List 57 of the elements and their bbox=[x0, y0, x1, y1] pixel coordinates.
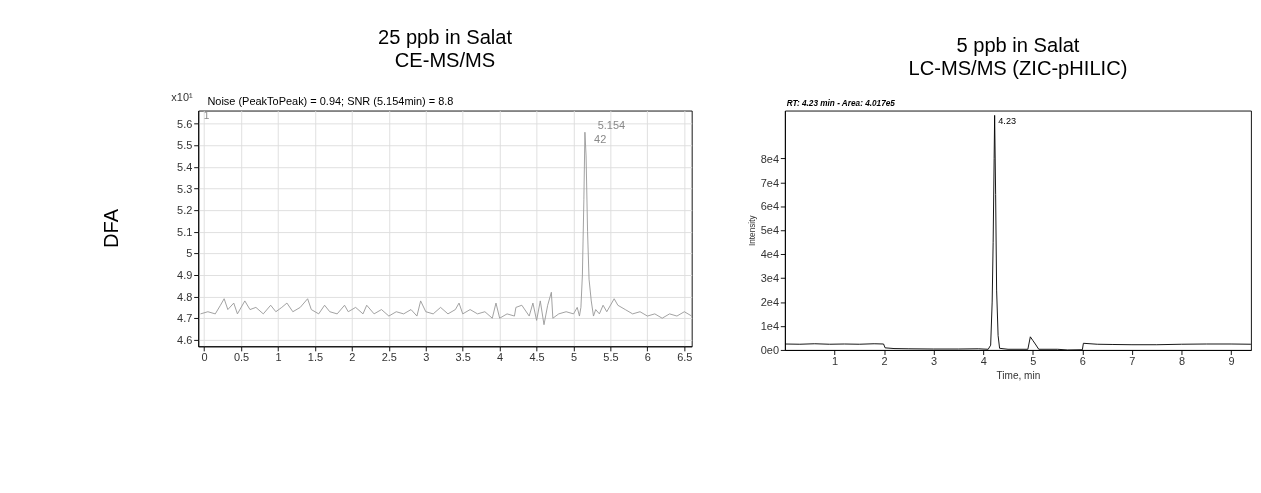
y-tick-label: 3e4 bbox=[760, 272, 779, 285]
x-tick-label: 6 bbox=[644, 351, 651, 364]
y-tick-label: 5.6 bbox=[177, 117, 193, 130]
x-tick-label: 5.5 bbox=[603, 351, 619, 364]
y-tick-label: 5.1 bbox=[177, 225, 193, 238]
x-tick-label: 1 bbox=[275, 351, 282, 364]
x-tick-label: 0 bbox=[201, 351, 208, 364]
text: RT: 4.23 min - Area: 4.017e5 bbox=[786, 99, 896, 109]
y-tick-label: 5.3 bbox=[177, 182, 193, 195]
chart-subtitle: LC-MS/MS (ZIC-pHILIC) bbox=[908, 56, 1128, 79]
y-tick-label: 0e0 bbox=[760, 344, 779, 357]
y-tick-label: 5.2 bbox=[177, 204, 193, 217]
x-tick-label: 2 bbox=[349, 351, 356, 364]
x-tick-label: 3.5 bbox=[455, 351, 471, 364]
annotation: 5.154 bbox=[597, 118, 626, 131]
x-tick-label: 6 bbox=[1079, 355, 1086, 368]
x-tick-label: 3 bbox=[423, 351, 430, 364]
line-series bbox=[200, 131, 692, 326]
annotation: 42 bbox=[594, 133, 607, 146]
y-axis-title: x10¹ bbox=[171, 90, 193, 103]
x-tick-label: 5 bbox=[570, 351, 578, 364]
chart-title: 25 ppb in Salat bbox=[377, 25, 513, 48]
x-tick-label: 4 bbox=[980, 355, 987, 368]
text: Noise (PeakToPeak) = 0.94; SNR (5.154min) = 8.8 bbox=[207, 95, 454, 108]
y-tick-label: 2e4 bbox=[760, 296, 779, 309]
x-tick-label: 4 bbox=[497, 351, 504, 364]
x-tick-label: 3 bbox=[931, 355, 938, 368]
x-tick-label: 6.5 bbox=[677, 351, 693, 364]
y-tick-label: 5.5 bbox=[177, 139, 193, 152]
x-tick-label: 2 bbox=[881, 355, 888, 368]
y-tick-label: 5e4 bbox=[760, 224, 779, 237]
x-tick-label: 2.5 bbox=[381, 351, 397, 364]
y-tick-label: 4.7 bbox=[177, 312, 193, 325]
y-tick-label: 5.4 bbox=[177, 160, 193, 173]
x-tick-label: 8 bbox=[1178, 355, 1186, 368]
chart-title: 5 ppb in Salat bbox=[956, 34, 1080, 57]
x-tick-label: 5 bbox=[1030, 355, 1037, 368]
chart-subtitle: CE-MS/MS bbox=[394, 48, 496, 71]
x-tick-label: 1 bbox=[831, 355, 839, 368]
x-tick-label: 7 bbox=[1129, 355, 1136, 368]
x-tick-label: 1.5 bbox=[307, 351, 324, 364]
x-tick-label: 0.5 bbox=[233, 351, 250, 364]
text: DFA bbox=[99, 208, 122, 248]
y-tick-label: 4.9 bbox=[177, 269, 193, 282]
y-tick-label: 5 bbox=[186, 247, 193, 260]
y-tick-label: 6e4 bbox=[760, 200, 779, 213]
y-tick-label: 8e4 bbox=[760, 152, 779, 165]
annotation: 4.23 bbox=[998, 115, 1017, 126]
y-tick-label: 4.8 bbox=[177, 290, 193, 303]
x-axis-title: Time, min bbox=[996, 369, 1041, 381]
x-tick-label: 9 bbox=[1228, 355, 1235, 368]
y-axis-title: Intensity bbox=[748, 214, 758, 247]
y-tick-label: 7e4 bbox=[760, 176, 779, 189]
x-tick-label: 4.5 bbox=[529, 351, 545, 364]
y-tick-label: 4.6 bbox=[177, 333, 193, 346]
y-tick-label: 4e4 bbox=[760, 248, 779, 261]
y-tick-label: 1e4 bbox=[760, 320, 779, 333]
